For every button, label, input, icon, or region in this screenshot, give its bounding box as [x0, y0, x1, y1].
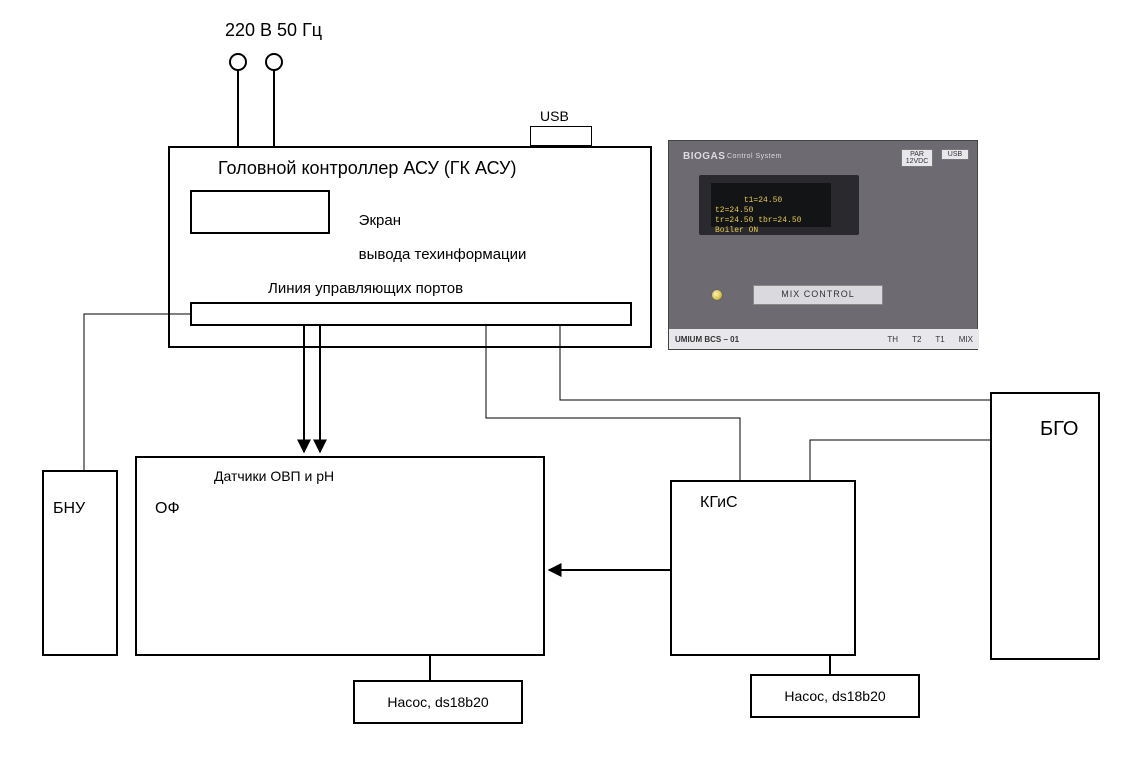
usb-port-box: [530, 126, 592, 146]
screen-line-1: t1=24.50: [744, 196, 782, 205]
device-photo: BIOGAS Control System PAR 12VDC USB t1=2…: [668, 140, 978, 350]
device-badge-par: PAR 12VDC: [901, 149, 933, 167]
controller-screen-label: Экран вывода техинформации: [342, 195, 526, 280]
device-footer-model: UMIUM BCS – 01: [675, 335, 739, 344]
bnu-label: БНУ: [53, 500, 85, 518]
port-t2: T2: [912, 335, 921, 344]
power-terminals: [230, 54, 282, 146]
power-label: 220 В 50 Гц: [225, 20, 322, 41]
device-footer-ports: TH T2 T1 MIX: [887, 335, 973, 344]
pump-kgis-label: Насос, ds18b20: [784, 688, 885, 704]
bnu-box: [42, 470, 118, 656]
of-sensors-label: Датчики ОВП и pH: [214, 468, 334, 484]
bgo-label: БГО: [1040, 418, 1078, 441]
controller-title: Головной контроллер АСУ (ГК АСУ): [218, 158, 517, 179]
screen-label-line2: вывода техинформации: [359, 246, 527, 263]
kgis-box: [670, 480, 856, 656]
device-mix-led: [711, 289, 723, 301]
of-box: [135, 456, 545, 656]
kgis-label: КГиС: [700, 494, 738, 512]
device-badge-usb: USB: [941, 149, 969, 160]
usb-label: USB: [540, 108, 569, 124]
device-subtitle: Control System: [727, 153, 782, 160]
screen-label-line1: Экран: [359, 212, 401, 229]
of-label: ОФ: [155, 500, 180, 518]
device-footer: UMIUM BCS – 01 TH T2 T1 MIX: [669, 329, 979, 349]
diagram-canvas: 220 В 50 Гц USB Головной контроллер АСУ …: [0, 0, 1124, 760]
device-mix-button: MIX CONTROL: [753, 285, 883, 305]
port-mix: MIX: [959, 335, 973, 344]
port-th: TH: [887, 335, 898, 344]
edge-bgo-kgis: [810, 440, 990, 480]
screen-line-4: Boiler ON: [715, 226, 758, 235]
ports-line-label: Линия управляющих портов: [268, 280, 463, 297]
screen-line-2: t2=24.50: [715, 206, 753, 215]
pump-kgis-box: Насос, ds18b20: [750, 674, 920, 718]
ports-line-box: [190, 302, 632, 326]
screen-line-3: tr=24.50 tbr=24.50: [715, 216, 801, 225]
device-title: BIOGAS: [683, 151, 725, 162]
pump-of-label: Насос, ds18b20: [387, 694, 488, 710]
pump-of-box: Насос, ds18b20: [353, 680, 523, 724]
port-t1: T1: [935, 335, 944, 344]
device-screen: t1=24.50 t2=24.50 tr=24.50 tbr=24.50 Boi…: [711, 183, 831, 227]
controller-screen-box: [190, 190, 330, 234]
